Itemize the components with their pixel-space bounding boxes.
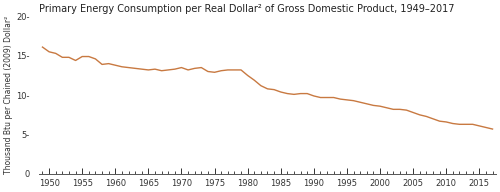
Text: Primary Energy Consumption per Real Dollar² of Gross Domestic Product, 1949–2017: Primary Energy Consumption per Real Doll… (39, 4, 455, 14)
Y-axis label: Thousand Btu per Chained (2009) Dollar²: Thousand Btu per Chained (2009) Dollar² (4, 16, 13, 174)
